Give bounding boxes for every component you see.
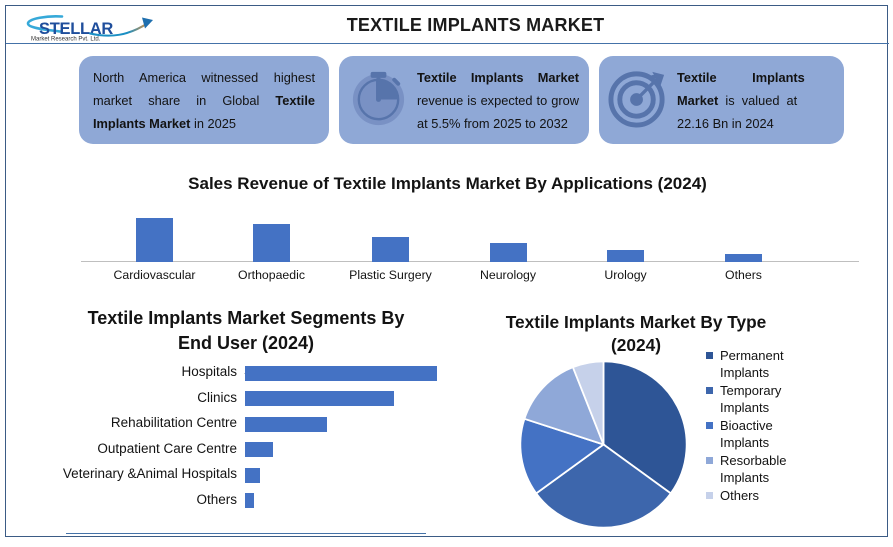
svg-text:Market Research Pvt. Ltd.: Market Research Pvt. Ltd. <box>31 37 101 43</box>
